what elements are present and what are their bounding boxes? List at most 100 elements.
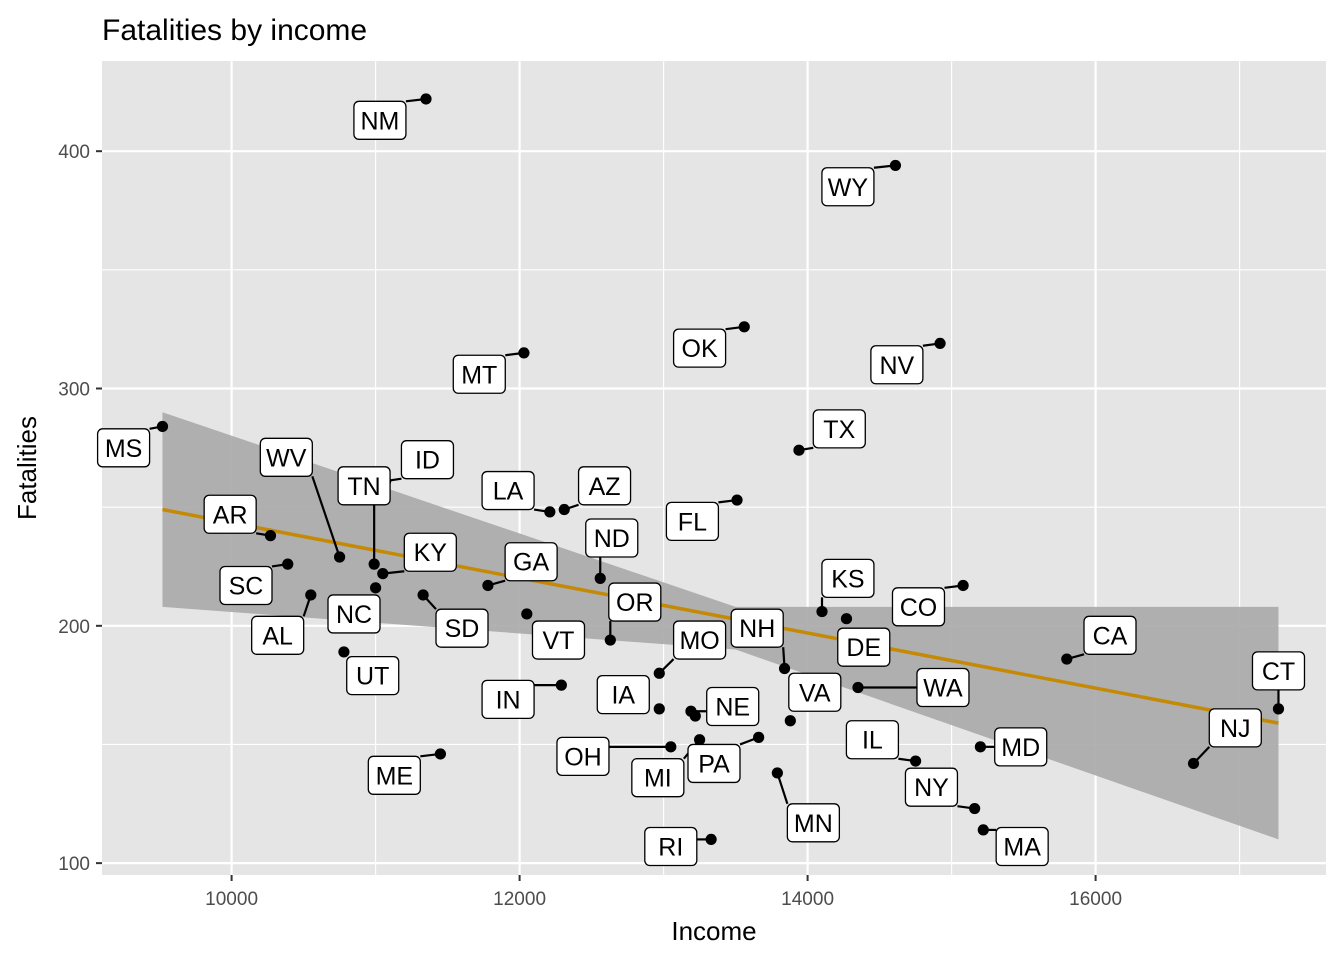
data-point [417,589,429,601]
point-label-box [994,727,1048,767]
y-tick-label: 100 [58,854,90,875]
point-label-box [608,582,662,622]
data-point [521,608,533,620]
chart-title: Fatalities by income [102,14,367,47]
point-label-box [452,354,506,394]
point-label: NC [336,601,372,629]
point-label: AL [262,622,293,650]
point-label-box [259,437,313,477]
data-point [368,558,380,570]
point-label: AR [213,501,248,529]
data-point [653,703,665,715]
point-label-box [203,494,257,534]
point-label-box [556,736,610,776]
data-point [305,589,317,601]
point-label-box [346,656,400,696]
data-point [784,715,796,727]
data-point [816,605,828,618]
point-label-box [904,767,959,807]
point-label-box [891,587,946,627]
point-label-box [435,608,489,648]
point-label-box [631,758,685,798]
y-tick-label: 400 [58,142,90,163]
x-tick-label: 10000 [205,889,258,910]
point-label: WA [923,675,963,703]
point-label: NJ [1220,715,1251,743]
point-label-box [577,466,632,506]
data-point [482,579,494,592]
data-point [771,767,783,779]
data-point [910,755,922,767]
point-label: CA [1093,622,1128,650]
point-label-box [481,679,535,720]
data-point [694,734,706,746]
data-point [1061,653,1073,665]
data-points [156,93,1285,846]
point-label: MD [1001,734,1040,762]
data-point [665,741,677,753]
data-point [840,613,853,625]
point-label: OR [616,589,654,617]
data-point [957,579,969,592]
point-label-box [1208,708,1262,748]
point-label-box [596,674,650,715]
label-leader-line [311,475,341,558]
point-label-box [730,608,784,648]
point-label: ME [376,762,414,790]
point-label-box [916,667,970,708]
point-label-box [219,565,273,606]
data-point [544,506,556,518]
data-point [604,634,616,646]
data-point [969,802,981,815]
data-point [594,572,606,584]
point-label: TN [347,473,380,501]
data-point [689,710,701,722]
data-point [156,420,169,433]
point-label-box [585,518,639,558]
point-label: IN [496,686,521,714]
data-point [1272,703,1285,715]
data-point [705,833,717,846]
point-label: MA [1003,834,1041,862]
point-label-box [665,501,720,542]
data-point [334,551,346,563]
point-label-box [531,620,586,660]
point-label-box [251,615,305,655]
point-label-box [837,627,891,667]
point-label: WV [266,444,307,472]
point-label-box [821,558,875,599]
data-point [977,824,989,836]
point-label: MO [679,627,719,655]
point-labels: NM WY OK NV MT MS TX ID AZ LA FL AR WV TN KY SC GA ND KS CO… [96,100,1306,867]
point-label-box [481,470,535,511]
point-label-box [995,826,1049,867]
point-label: MS [105,435,143,463]
point-label: RI [658,834,683,862]
point-label: IA [611,682,635,710]
data-point [1187,757,1200,770]
point-label: NM [360,107,399,135]
point-label-box [96,428,151,468]
point-label-box [672,328,727,368]
data-point [518,347,530,359]
data-point [753,731,765,743]
trend-line [162,507,1279,725]
point-label: VA [799,679,831,707]
point-label-box [353,100,407,140]
point-label-box [337,466,391,506]
point-label: CT [1262,658,1295,686]
y-axis: 100 200 300 400 [58,142,102,875]
data-point [434,748,446,760]
y-tick-label: 300 [58,379,90,400]
point-label-box [1083,615,1137,655]
point-label: PA [698,750,730,778]
point-label: NH [739,615,775,643]
data-point [731,494,743,506]
point-label: NY [914,774,949,802]
data-point [264,530,277,542]
point-label: WY [828,174,869,202]
point-label: LA [493,478,524,506]
point-label-box [400,440,455,480]
data-point [778,662,791,675]
